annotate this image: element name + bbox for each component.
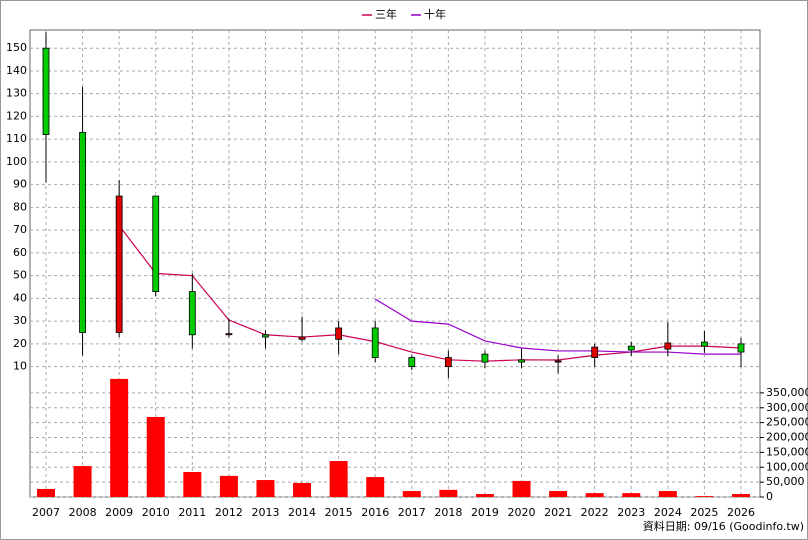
y-tick-label: 140 — [6, 64, 27, 77]
volume-bar — [512, 480, 531, 497]
candle-body — [79, 131, 86, 333]
y2-tick-label: 150,000 — [766, 445, 808, 458]
y2-tick-label: 50,000 — [766, 475, 805, 488]
volume-bar — [183, 472, 202, 497]
volume-bar — [219, 475, 238, 497]
volume-bar — [585, 493, 604, 497]
x-tick-label: 2013 — [251, 506, 279, 519]
volume-bar — [329, 461, 348, 497]
candle-body — [627, 345, 635, 351]
candle-body — [225, 333, 233, 336]
candle-body — [42, 47, 50, 136]
y-tick-label: 130 — [6, 87, 27, 100]
candle-body — [262, 334, 269, 338]
volume-bar — [695, 496, 714, 497]
x-tick-label: 2014 — [288, 506, 316, 519]
volume-bar — [439, 489, 458, 497]
y2-tick-label: 0 — [766, 490, 773, 503]
candle-body — [701, 341, 708, 347]
x-tick-label: 2016 — [361, 506, 389, 519]
candle-body — [335, 327, 343, 340]
y-tick-label: 120 — [6, 109, 27, 122]
footnote: 資料日期: 09/16 (Goodinfo.tw) — [643, 519, 804, 533]
x-tick-label: 2023 — [617, 506, 645, 519]
x-tick-label: 2025 — [690, 506, 718, 519]
y2-tick-label: 200,000 — [766, 431, 808, 444]
x-tick-label: 2026 — [727, 506, 755, 519]
y-tick-label: 40 — [13, 291, 27, 304]
y-tick-label: 90 — [13, 178, 27, 191]
candle-body — [408, 357, 416, 368]
volume-bar — [366, 477, 385, 497]
y-tick-label: 10 — [13, 360, 27, 373]
candle-body — [115, 195, 123, 333]
x-tick-label: 2019 — [471, 506, 499, 519]
volume-bar — [110, 378, 129, 497]
x-tick-label: 2022 — [581, 506, 609, 519]
candle-body — [481, 353, 489, 363]
y-tick-label: 50 — [13, 269, 27, 282]
candle-body — [737, 343, 745, 353]
x-tick-label: 2012 — [215, 506, 243, 519]
x-tick-label: 2015 — [325, 506, 353, 519]
volume-bar — [293, 483, 312, 497]
candle-body — [298, 336, 306, 340]
x-tick-label: 2018 — [434, 506, 462, 519]
candle-body — [371, 327, 379, 358]
x-tick-label: 2009 — [105, 506, 133, 519]
x-tick-label: 2007 — [32, 506, 60, 519]
x-tick-label: 2010 — [142, 506, 170, 519]
y-tick-label: 150 — [6, 41, 27, 54]
legend-label: 十年 — [424, 7, 446, 21]
ma-line — [374, 298, 741, 355]
volume-bar — [732, 494, 750, 497]
y-tick-label: 110 — [6, 132, 27, 145]
candle-body — [554, 360, 562, 363]
x-tick-label: 2011 — [178, 506, 206, 519]
volume-bar — [73, 466, 92, 497]
y-tick-label: 80 — [13, 200, 27, 213]
y2-tick-label: 250,000 — [766, 416, 808, 429]
volume-bar — [146, 416, 165, 497]
legend-label: 三年 — [375, 7, 397, 21]
x-tick-label: 2020 — [508, 506, 536, 519]
candle-body — [664, 342, 672, 350]
candle-body — [518, 359, 525, 363]
y2-tick-label: 350,000 — [766, 386, 808, 399]
ma-line — [118, 225, 742, 362]
x-tick-label: 2021 — [544, 506, 572, 519]
x-tick-label: 2017 — [398, 506, 426, 519]
candle-body — [444, 357, 452, 368]
y-tick-label: 70 — [13, 223, 27, 236]
volume-bar — [658, 491, 677, 497]
x-tick-label: 2024 — [654, 506, 682, 519]
y2-tick-label: 300,000 — [766, 401, 808, 414]
plot-area — [29, 29, 761, 498]
y-tick-label: 30 — [13, 314, 27, 327]
volume-bar — [37, 488, 55, 497]
x-tick-label: 2008 — [69, 506, 97, 519]
volume-bar — [549, 491, 568, 497]
candle-body — [188, 291, 196, 336]
volume-bar — [256, 480, 275, 497]
y2-tick-label: 100,000 — [766, 460, 808, 473]
volume-bar — [622, 493, 641, 497]
y-tick-label: 20 — [13, 337, 27, 350]
volume-bar — [475, 494, 494, 497]
candle-body — [152, 195, 160, 292]
volume-bar — [402, 491, 421, 497]
y-tick-label: 60 — [13, 246, 27, 259]
y-tick-label: 100 — [6, 155, 27, 168]
candle-body — [591, 346, 599, 358]
